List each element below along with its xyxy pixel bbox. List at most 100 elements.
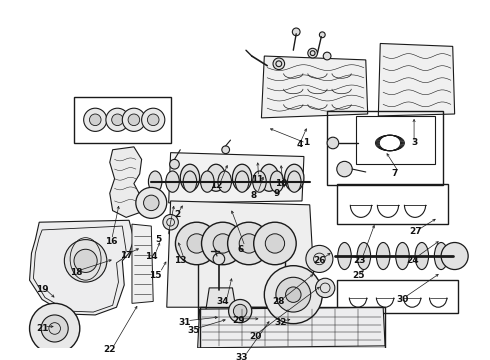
Circle shape (90, 114, 101, 126)
Circle shape (144, 195, 159, 211)
Text: 4: 4 (297, 140, 303, 149)
Ellipse shape (415, 243, 429, 270)
Circle shape (106, 108, 129, 131)
Circle shape (337, 161, 352, 177)
Circle shape (136, 188, 167, 219)
Text: 11: 11 (251, 175, 264, 184)
Ellipse shape (148, 171, 162, 192)
Text: 13: 13 (174, 256, 187, 265)
Polygon shape (132, 224, 153, 303)
Circle shape (29, 303, 80, 354)
Text: 7: 7 (392, 170, 398, 179)
Circle shape (147, 114, 159, 126)
Ellipse shape (183, 171, 196, 192)
Ellipse shape (288, 171, 301, 192)
Text: 25: 25 (352, 271, 364, 280)
Text: 6: 6 (237, 245, 244, 254)
Circle shape (122, 108, 146, 131)
Text: 33: 33 (236, 353, 248, 360)
Circle shape (264, 266, 322, 324)
Text: 31: 31 (178, 318, 191, 327)
Ellipse shape (253, 171, 266, 192)
Ellipse shape (285, 164, 304, 191)
Circle shape (84, 108, 107, 131)
Polygon shape (205, 288, 236, 313)
Circle shape (74, 249, 97, 273)
Circle shape (41, 315, 68, 342)
Bar (337, 184, 448, 224)
Circle shape (170, 159, 179, 169)
Circle shape (327, 137, 339, 149)
Circle shape (213, 234, 232, 253)
Text: 14: 14 (145, 252, 158, 261)
Ellipse shape (235, 171, 249, 192)
Text: 1: 1 (303, 139, 309, 148)
Text: 29: 29 (232, 316, 245, 325)
Ellipse shape (232, 164, 252, 191)
Ellipse shape (260, 164, 279, 191)
Circle shape (239, 234, 259, 253)
Polygon shape (197, 307, 385, 348)
Circle shape (233, 304, 247, 318)
Text: 20: 20 (249, 332, 262, 341)
Circle shape (128, 114, 140, 126)
Bar (356, 116, 435, 164)
Circle shape (175, 222, 218, 265)
Circle shape (308, 48, 318, 58)
Circle shape (222, 146, 229, 154)
Ellipse shape (338, 243, 351, 270)
Polygon shape (167, 201, 316, 307)
Circle shape (286, 287, 301, 302)
Bar (337, 280, 458, 313)
Text: 27: 27 (410, 228, 422, 237)
Text: 24: 24 (406, 256, 418, 265)
Polygon shape (169, 153, 304, 203)
Text: 2: 2 (174, 210, 180, 219)
Ellipse shape (166, 171, 179, 192)
Circle shape (265, 234, 285, 253)
Polygon shape (29, 220, 134, 315)
Text: 22: 22 (103, 345, 116, 354)
Text: 5: 5 (155, 235, 161, 244)
Circle shape (316, 278, 335, 298)
Text: 30: 30 (396, 295, 409, 304)
Text: 26: 26 (313, 256, 326, 265)
Text: 15: 15 (149, 271, 161, 280)
Ellipse shape (357, 243, 370, 270)
Text: 23: 23 (353, 256, 365, 265)
Ellipse shape (180, 164, 199, 191)
Text: 8: 8 (250, 191, 257, 200)
Text: 9: 9 (274, 189, 280, 198)
Circle shape (228, 300, 252, 323)
Bar (74, 96, 171, 143)
Ellipse shape (200, 171, 214, 192)
Polygon shape (378, 44, 455, 116)
Circle shape (441, 243, 468, 270)
Circle shape (306, 246, 333, 273)
Polygon shape (110, 147, 142, 217)
Text: 12: 12 (210, 181, 222, 190)
Circle shape (142, 108, 165, 131)
Text: 35: 35 (188, 326, 200, 335)
Text: 18: 18 (70, 268, 82, 277)
Ellipse shape (376, 243, 390, 270)
Text: 16: 16 (105, 237, 118, 246)
Circle shape (163, 215, 178, 230)
Ellipse shape (218, 171, 231, 192)
Ellipse shape (270, 171, 284, 192)
Circle shape (293, 28, 300, 36)
Circle shape (201, 222, 244, 265)
Circle shape (228, 222, 270, 265)
Ellipse shape (434, 243, 448, 270)
Text: 3: 3 (411, 139, 417, 148)
Text: 28: 28 (272, 297, 285, 306)
Ellipse shape (396, 243, 409, 270)
Circle shape (64, 240, 107, 282)
Ellipse shape (206, 164, 226, 191)
Circle shape (276, 277, 311, 312)
Circle shape (319, 32, 325, 38)
Circle shape (323, 52, 331, 60)
Polygon shape (262, 56, 368, 118)
Bar (199, 307, 385, 348)
Text: 10: 10 (274, 179, 287, 188)
